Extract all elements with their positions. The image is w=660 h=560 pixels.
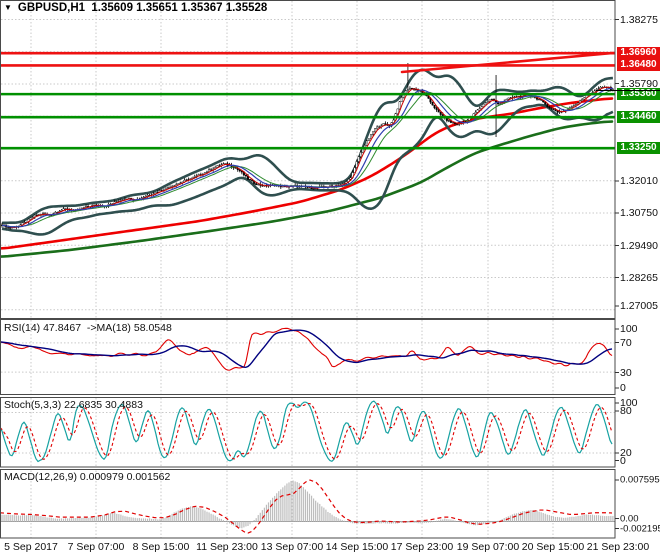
- time-axis-label: 13 Sep 07:00: [260, 541, 324, 553]
- stoch-axis-label: 100: [620, 397, 638, 409]
- rsi-axis-label: 0: [620, 382, 626, 394]
- time-axis-label: 11 Sep 23:00: [196, 541, 258, 553]
- price-axis-label: 1.29490: [620, 239, 658, 252]
- time-axis-label: 20 Sep 15:00: [521, 541, 585, 553]
- chart-title: GBPUSD,H1 1.35609 1.35651 1.35367 1.3552…: [17, 2, 268, 14]
- time-axis-label: 5 Sep 2017: [4, 541, 58, 553]
- price-axis-label: 1.35790: [620, 77, 658, 90]
- rsi-indicator-label: RSI(14) 47.8467 ->MA(18) 58.0548: [4, 322, 172, 334]
- time-axis-label: 21 Sep 23:00: [586, 541, 650, 553]
- rsi-axis-label: 30: [620, 366, 632, 379]
- stoch-indicator-label: Stoch(5,3,3) 22.6835 30.4883: [4, 399, 143, 411]
- chart-title-row: ▼ GBPUSD,H1 1.35609 1.35651 1.35367 1.35…: [4, 2, 267, 14]
- price-axis-label: 1.32010: [620, 175, 658, 187]
- price-axis-label: 1.28265: [620, 271, 658, 284]
- symbol-dropdown-icon[interactable]: ▼: [4, 3, 12, 12]
- macd-indicator-label: MACD(12,26,9) 0.000979 0.001562: [4, 471, 171, 483]
- price-axis-label: 1.30750: [620, 207, 658, 219]
- stoch-axis-label: 80: [620, 405, 632, 417]
- price-level-badge-red: 1.36960: [617, 47, 660, 60]
- time-axis-label: 7 Sep 07:00: [67, 541, 125, 553]
- macd-axis-label: -0.002195: [620, 523, 660, 534]
- rsi-axis-label: 70: [620, 336, 632, 349]
- bid-price-line: [596, 89, 660, 91]
- price-level-badge-red: 1.36480: [617, 59, 660, 72]
- price-level-badge-green: 1.34460: [617, 111, 660, 124]
- rsi-axis-label: 100: [620, 323, 638, 335]
- stoch-axis-label: 20: [620, 447, 632, 459]
- time-axis-label: 17 Sep 23:00: [390, 541, 454, 553]
- stoch-axis-label: 0: [620, 454, 626, 467]
- time-axis-label: 8 Sep 15:00: [132, 541, 190, 553]
- macd-axis-label: 0.00: [620, 513, 639, 524]
- price-axis-label: 1.38275: [620, 13, 658, 26]
- price-level-badge-green: 1.33250: [617, 142, 660, 155]
- price-axis-label: 1.27005: [620, 300, 658, 312]
- time-axis-label: 14 Sep 15:00: [325, 541, 389, 553]
- macd-axis-label: 0.007595: [620, 474, 660, 486]
- time-axis-label: 19 Sep 07:00: [456, 541, 520, 553]
- price-level-badge-green: 1.35360: [617, 88, 660, 101]
